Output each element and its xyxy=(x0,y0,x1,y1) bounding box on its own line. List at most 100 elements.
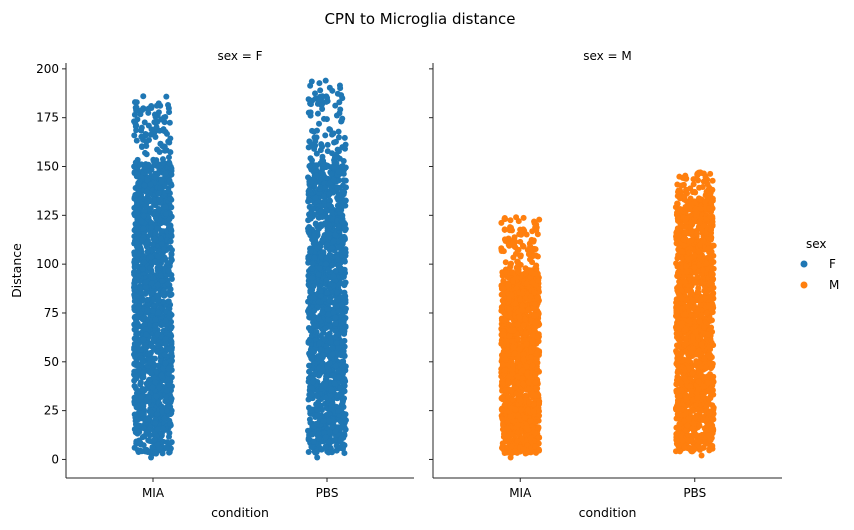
data-point xyxy=(519,302,526,309)
data-point xyxy=(339,445,346,452)
data-point xyxy=(139,265,146,272)
data-point xyxy=(335,331,342,338)
data-point xyxy=(314,110,321,117)
data-point xyxy=(155,253,162,260)
data-point xyxy=(332,268,339,275)
data-point xyxy=(503,407,510,414)
data-point xyxy=(144,106,151,113)
data-point xyxy=(338,339,345,346)
data-point xyxy=(507,327,514,334)
data-point xyxy=(330,238,337,245)
data-point xyxy=(142,149,149,156)
data-point xyxy=(156,196,163,203)
data-point xyxy=(323,277,330,284)
data-point xyxy=(141,182,148,189)
data-point xyxy=(498,340,505,347)
data-point xyxy=(505,296,512,303)
data-point xyxy=(532,379,539,386)
data-point xyxy=(533,262,540,269)
data-point xyxy=(159,450,166,457)
data-point xyxy=(512,300,519,307)
data-point xyxy=(135,180,142,187)
data-point xyxy=(332,314,339,321)
data-point xyxy=(535,408,542,415)
data-point xyxy=(325,449,332,456)
data-point xyxy=(525,386,532,393)
data-point xyxy=(531,429,538,436)
data-point xyxy=(516,231,523,238)
data-point xyxy=(137,394,144,401)
data-point xyxy=(335,168,342,175)
data-point xyxy=(325,266,332,273)
data-point xyxy=(536,216,543,223)
data-point xyxy=(326,231,333,238)
data-point xyxy=(341,362,348,369)
data-point xyxy=(322,132,329,139)
data-point xyxy=(152,316,159,323)
data-point xyxy=(306,187,313,194)
data-point xyxy=(133,122,140,129)
data-point xyxy=(141,212,148,219)
data-point xyxy=(514,268,521,275)
data-point xyxy=(166,310,173,317)
data-point xyxy=(154,426,161,433)
data-point xyxy=(340,351,347,358)
data-point xyxy=(339,441,346,448)
data-point xyxy=(142,283,149,290)
data-point xyxy=(143,143,150,150)
data-point xyxy=(134,209,141,216)
data-point xyxy=(139,434,146,441)
data-point xyxy=(146,359,153,366)
data-point xyxy=(499,416,506,423)
data-point xyxy=(319,309,326,316)
data-point xyxy=(147,369,154,376)
x-axis-label: condition xyxy=(211,505,269,520)
y-axis-label: Distance xyxy=(9,243,24,298)
data-point xyxy=(157,235,164,242)
data-point xyxy=(338,424,345,431)
data-point xyxy=(522,392,529,399)
data-point xyxy=(155,205,162,212)
data-point xyxy=(535,338,542,345)
data-point xyxy=(339,398,346,405)
data-point xyxy=(516,314,523,321)
data-point xyxy=(339,238,346,245)
data-point xyxy=(531,218,538,225)
data-point xyxy=(131,204,138,211)
data-point xyxy=(151,201,158,208)
data-point xyxy=(319,214,326,221)
y-tick-label: 0 xyxy=(51,452,59,466)
data-point xyxy=(508,224,515,231)
data-point xyxy=(335,205,342,212)
data-point xyxy=(500,331,507,338)
data-point xyxy=(132,414,139,421)
data-point xyxy=(507,262,514,269)
data-point xyxy=(145,393,152,400)
data-point xyxy=(531,252,538,259)
data-point xyxy=(498,219,505,226)
y-tick-label: 50 xyxy=(44,355,59,369)
data-point xyxy=(162,359,169,366)
data-point xyxy=(502,356,509,363)
data-point xyxy=(532,448,539,455)
data-point xyxy=(319,366,326,373)
data-point xyxy=(160,298,167,305)
data-point xyxy=(133,276,140,283)
data-point xyxy=(167,226,174,233)
data-point xyxy=(503,387,510,394)
data-point xyxy=(335,256,342,263)
data-point xyxy=(315,430,322,437)
data-point xyxy=(160,425,167,432)
data-point xyxy=(337,385,344,392)
data-point xyxy=(329,351,336,358)
data-point xyxy=(140,93,147,100)
data-point xyxy=(500,248,507,255)
data-point xyxy=(313,448,320,455)
data-point xyxy=(162,128,169,135)
data-point xyxy=(524,406,531,413)
data-point xyxy=(531,289,538,296)
data-point xyxy=(527,435,534,442)
data-point xyxy=(329,345,336,352)
data-point xyxy=(523,424,530,431)
data-point xyxy=(148,409,155,416)
